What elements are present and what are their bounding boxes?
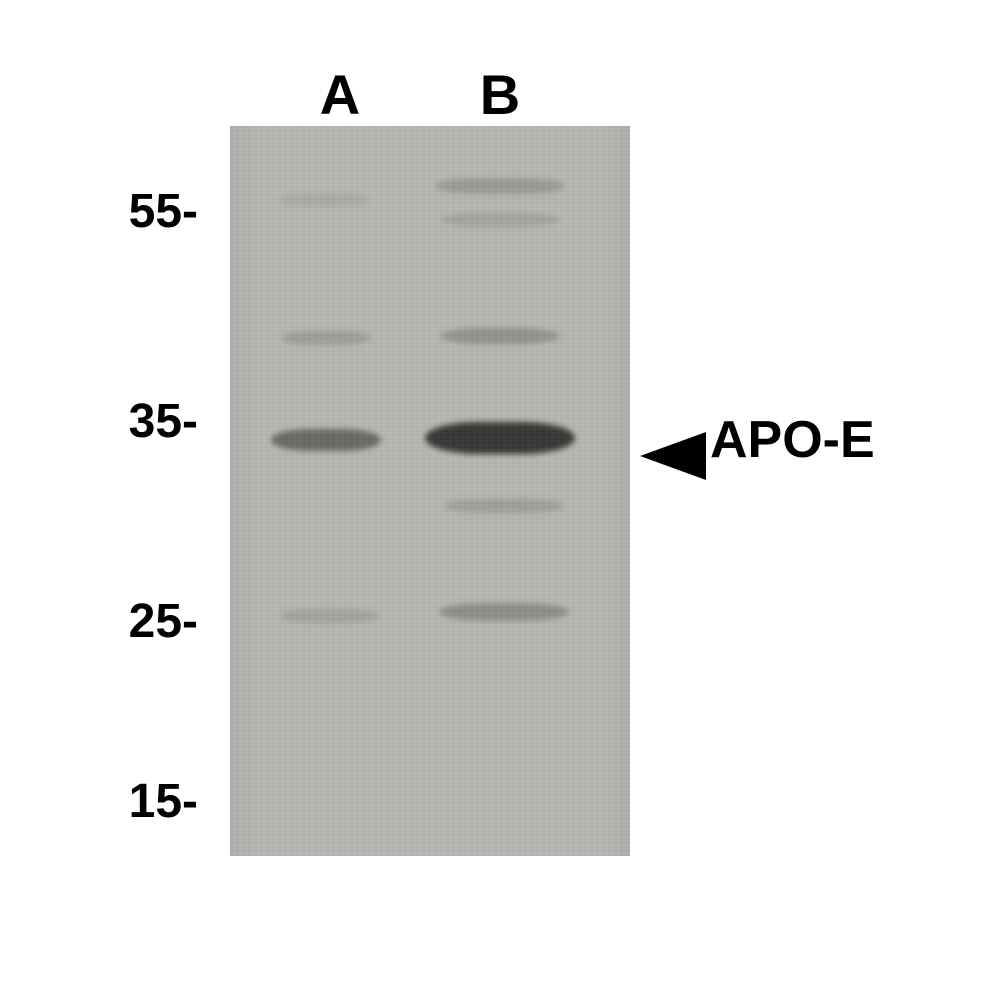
lane-label-A: A <box>300 62 380 127</box>
band-B-5 <box>440 213 560 227</box>
mw-label-55: 55- <box>129 184 198 239</box>
band-A-9 <box>279 194 369 206</box>
band-B-8 <box>439 603 569 621</box>
band-A-2 <box>281 331 371 345</box>
lane-label-B: B <box>460 62 540 127</box>
mw-label-15: 15- <box>129 774 198 829</box>
mw-label-35: 35- <box>129 394 198 449</box>
band-B-4 <box>435 178 565 194</box>
band-A-0 <box>271 429 381 451</box>
target-arrow-icon <box>640 432 706 480</box>
band-B-3 <box>440 328 560 344</box>
figure-canvas: { "figure": { "type": "western-blot", "b… <box>0 0 1000 1000</box>
band-B-6 <box>444 499 564 513</box>
mw-label-25: 25- <box>129 594 198 649</box>
band-B-1 <box>425 422 575 454</box>
blot-membrane <box>230 126 630 856</box>
target-label: APO-E <box>710 410 875 470</box>
band-A-7 <box>280 609 380 623</box>
